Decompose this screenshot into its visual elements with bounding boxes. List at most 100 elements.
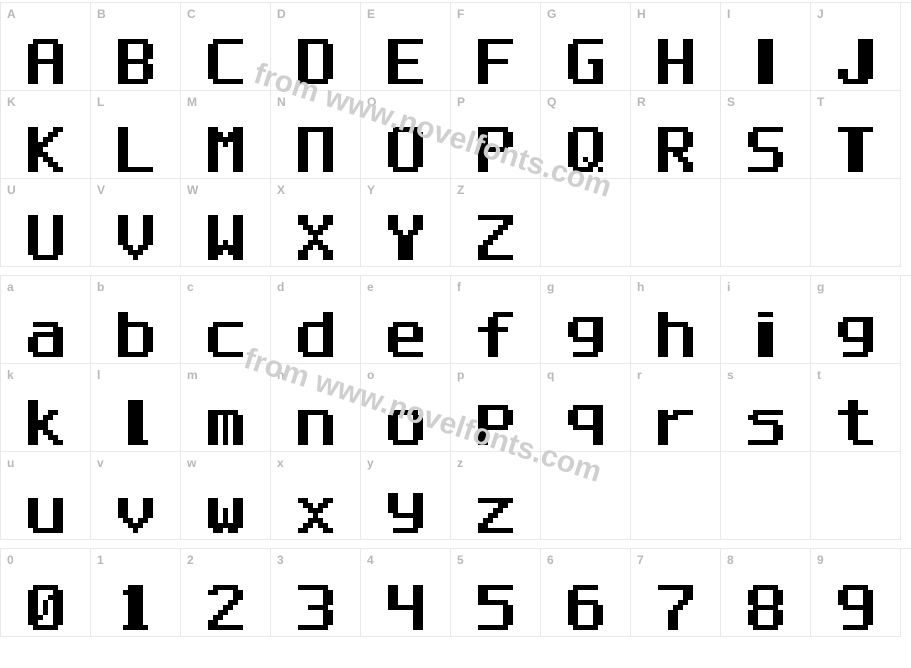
glyph-cell-f: f <box>451 276 541 364</box>
glyph-cell-label: 5 <box>457 553 464 567</box>
glyph-cell-a: a <box>1 276 91 364</box>
glyph-cell-label: R <box>637 95 646 109</box>
glyph-z <box>451 472 540 533</box>
glyph-J <box>811 23 900 84</box>
glyph-cell-label: a <box>7 280 14 294</box>
glyph-w <box>181 472 270 533</box>
glyph-cell-I: I <box>721 3 811 91</box>
glyph-cell-d: d <box>271 276 361 364</box>
glyph-2 <box>181 569 270 630</box>
glyph-cell-label: C <box>187 7 196 21</box>
glyph-cell-label: i <box>727 280 730 294</box>
glyph-a <box>1 296 90 357</box>
glyph-cell-u: u <box>1 452 91 540</box>
glyph-l <box>91 384 180 445</box>
glyph-Z <box>451 199 540 260</box>
glyph-m <box>181 384 270 445</box>
glyph-cell-R: R <box>631 91 721 179</box>
glyph-U <box>1 199 90 260</box>
glyph-cell-F: F <box>451 3 541 91</box>
glyph-M <box>181 111 270 172</box>
glyph-b <box>91 296 180 357</box>
glyph-cell-J: J <box>811 3 901 91</box>
glyph-V <box>91 199 180 260</box>
glyph-O <box>361 111 450 172</box>
glyph-o <box>361 384 450 445</box>
glyph-i <box>721 296 810 357</box>
glyph-cell-label: O <box>367 95 376 109</box>
glyph-cell-label: T <box>817 95 824 109</box>
glyph-cell-9: 9 <box>811 549 901 637</box>
glyph-cell-label: P <box>457 95 465 109</box>
glyph-cell-label: h <box>637 280 644 294</box>
glyph-cell-label: r <box>637 368 642 382</box>
glyph-cell-K: K <box>1 91 91 179</box>
glyph-d <box>271 296 360 357</box>
glyph-cell-o: o <box>361 364 451 452</box>
glyph-cell-label: Z <box>457 183 464 197</box>
empty-cell <box>811 179 901 267</box>
glyph-cell-y: y <box>361 452 451 540</box>
glyph-cell-label: I <box>727 7 730 21</box>
glyph-5 <box>451 569 540 630</box>
glyph-K <box>1 111 90 172</box>
glyph-S <box>721 111 810 172</box>
glyph-H <box>631 23 720 84</box>
glyph-R <box>631 111 720 172</box>
glyph-cell-h: h <box>631 276 721 364</box>
glyph-cell-N: N <box>271 91 361 179</box>
glyph-cell-label: J <box>817 7 824 21</box>
glyph-cell-x: x <box>271 452 361 540</box>
glyph-8 <box>721 569 810 630</box>
glyph-cell-label: n <box>277 368 284 382</box>
glyph-f <box>451 296 540 357</box>
glyph-T <box>811 111 900 172</box>
glyph-cell-label: s <box>727 368 734 382</box>
glyph-c <box>181 296 270 357</box>
empty-cell <box>631 179 721 267</box>
glyph-cell-M: M <box>181 91 271 179</box>
glyph-cell-s: s <box>721 364 811 452</box>
glyph-B <box>91 23 180 84</box>
glyph-h <box>631 296 720 357</box>
glyph-cell-O: O <box>361 91 451 179</box>
glyph-g <box>541 296 630 357</box>
glyph-cell-label: e <box>367 280 374 294</box>
glyph-7 <box>631 569 720 630</box>
glyph-cell-p: p <box>451 364 541 452</box>
glyph-cell-t: t <box>811 364 901 452</box>
glyph-cell-3: 3 <box>271 549 361 637</box>
glyph-cell-label: y <box>367 456 374 470</box>
glyph-cell-r: r <box>631 364 721 452</box>
glyph-cell-G: G <box>541 3 631 91</box>
glyph-cell-7: 7 <box>631 549 721 637</box>
glyph-cell-label: Y <box>367 183 375 197</box>
empty-cell <box>811 452 901 540</box>
glyph-cell-2: 2 <box>181 549 271 637</box>
glyph-cell-m: m <box>181 364 271 452</box>
glyph-Q <box>541 111 630 172</box>
glyph-t <box>811 384 900 445</box>
glyph-cell-label: 3 <box>277 553 284 567</box>
glyph-cell-X: X <box>271 179 361 267</box>
glyph-cell-W: W <box>181 179 271 267</box>
glyph-cell-H: H <box>631 3 721 91</box>
glyph-grid-digits: 0123456789 <box>0 548 911 637</box>
glyph-cell-label: K <box>7 95 16 109</box>
glyph-cell-label: A <box>7 7 16 21</box>
glyph-cell-b: b <box>91 276 181 364</box>
glyph-cell-Y: Y <box>361 179 451 267</box>
glyph-y <box>361 472 450 533</box>
glyph-cell-label: q <box>547 368 554 382</box>
glyph-N <box>271 111 360 172</box>
glyph-cell-Q: Q <box>541 91 631 179</box>
glyph-cell-C: C <box>181 3 271 91</box>
glyph-cell-label: W <box>187 183 198 197</box>
glyph-Y <box>361 199 450 260</box>
glyph-q <box>541 384 630 445</box>
glyph-cell-P: P <box>451 91 541 179</box>
glyph-4 <box>361 569 450 630</box>
glyph-cell-label: g <box>817 280 824 294</box>
glyph-cell-label: 9 <box>817 553 824 567</box>
glyph-x <box>271 472 360 533</box>
